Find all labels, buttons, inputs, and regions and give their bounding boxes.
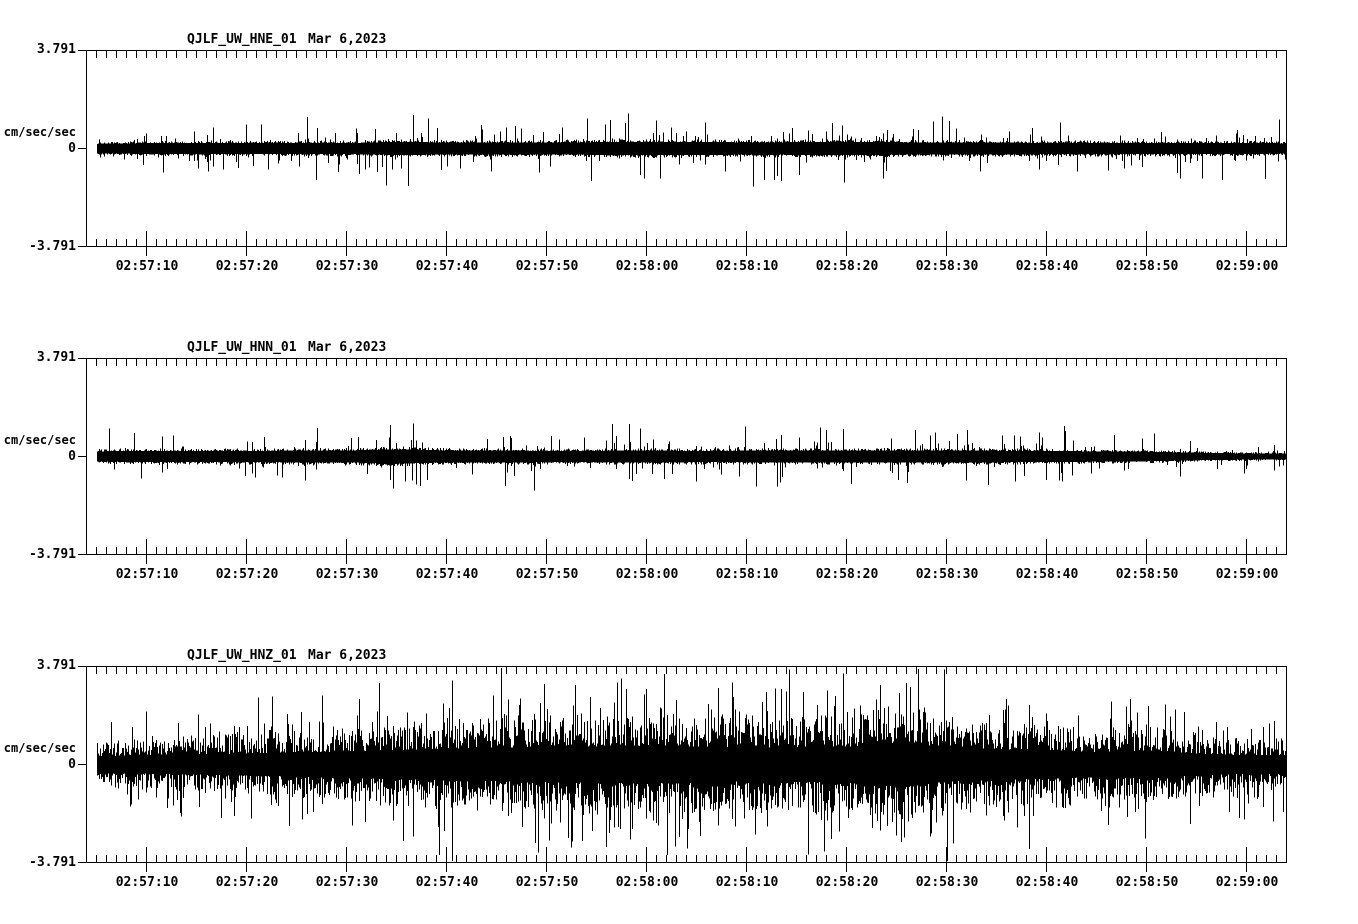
x-tick-label: 02:59:00: [1215, 259, 1279, 274]
y-tick-label-max: 3.791: [36, 42, 76, 57]
x-tick-label: 02:58:40: [1015, 259, 1079, 274]
plot-mark: [78, 666, 1277, 872]
y-tick-label-zero: 0: [68, 449, 76, 464]
y-tick-label-max: 3.791: [36, 658, 76, 673]
panel-title-station: QJLF_UW_HNE_01: [187, 32, 297, 47]
y-axis-unit-label: cm/sec/sec: [3, 125, 76, 139]
y-tick-label-min: -3.791: [29, 855, 76, 870]
panel-title-station: QJLF_UW_HNN_01: [187, 340, 297, 355]
x-tick-label: 02:58:20: [815, 567, 879, 582]
x-tick-label: 02:57:50: [515, 567, 579, 582]
y-tick-label-max: 3.791: [36, 350, 76, 365]
plot-mark: [78, 358, 1277, 564]
x-tick-label: 02:58:20: [815, 875, 879, 890]
plot-mark: [97, 423, 1286, 491]
plot-mark: [97, 667, 1286, 862]
x-tick-label-row: 02:57:10 02:57:20 02:57:30 02:57:40 02:57:50…: [0, 259, 1358, 274]
x-tick-label: 02:58:50: [1115, 875, 1179, 890]
x-tick-label: 02:57:40: [415, 259, 479, 274]
y-tick-label-min: -3.791: [29, 239, 76, 254]
x-tick-label-row: 02:57:10 02:57:20 02:57:30 02:57:40 02:57:50…: [0, 567, 1358, 582]
x-tick-label: 02:58:30: [915, 875, 979, 890]
x-tick-label: 02:57:30: [315, 567, 379, 582]
x-tick-label: 02:58:10: [715, 259, 779, 274]
y-tick-label-zero: 0: [68, 141, 76, 156]
x-tick-label: 02:57:20: [215, 875, 279, 890]
x-tick-label: 02:57:10: [115, 259, 179, 274]
x-tick-label: 02:57:10: [115, 567, 179, 582]
x-tick-label: 02:58:20: [815, 259, 879, 274]
panel-title-date: Mar 6,2023: [308, 32, 387, 47]
plot-mark: [78, 50, 1277, 256]
panel-title-station: QJLF_UW_HNZ_01: [187, 648, 297, 663]
panel-title-date: Mar 6,2023: [308, 648, 387, 663]
x-tick-label: 02:57:40: [415, 567, 479, 582]
x-tick-label: 02:58:00: [615, 259, 679, 274]
x-tick-label: 02:57:10: [115, 875, 179, 890]
y-axis-unit-label: cm/sec/sec: [3, 741, 76, 755]
x-tick-label: 02:59:00: [1215, 875, 1279, 890]
x-tick-label: 02:57:50: [515, 259, 579, 274]
x-tick-label: 02:57:30: [315, 259, 379, 274]
x-tick-label: 02:58:50: [1115, 259, 1179, 274]
x-tick-label: 02:57:20: [215, 567, 279, 582]
x-tick-label: 02:58:00: [615, 875, 679, 890]
x-tick-label-row: 02:57:10 02:57:20 02:57:30 02:57:40 02:57:50…: [0, 875, 1358, 890]
x-tick-label: 02:58:40: [1015, 567, 1079, 582]
x-tick-label: 02:58:40: [1015, 875, 1079, 890]
y-axis-unit-label: cm/sec/sec: [3, 433, 76, 447]
x-tick-label: 02:57:50: [515, 875, 579, 890]
x-tick-label: 02:58:00: [615, 567, 679, 582]
panel-title-date: Mar 6,2023: [308, 340, 387, 355]
plot-mark: [97, 113, 1286, 187]
x-tick-label: 02:59:00: [1215, 567, 1279, 582]
x-tick-label: 02:58:10: [715, 875, 779, 890]
x-tick-label: 02:58:50: [1115, 567, 1179, 582]
x-tick-label: 02:58:10: [715, 567, 779, 582]
x-tick-label: 02:57:40: [415, 875, 479, 890]
x-tick-label: 02:58:30: [915, 259, 979, 274]
x-tick-label: 02:57:20: [215, 259, 279, 274]
x-tick-label: 02:57:30: [315, 875, 379, 890]
y-tick-label-min: -3.791: [29, 547, 76, 562]
x-tick-label: 02:58:30: [915, 567, 979, 582]
y-tick-label-zero: 0: [68, 757, 76, 772]
